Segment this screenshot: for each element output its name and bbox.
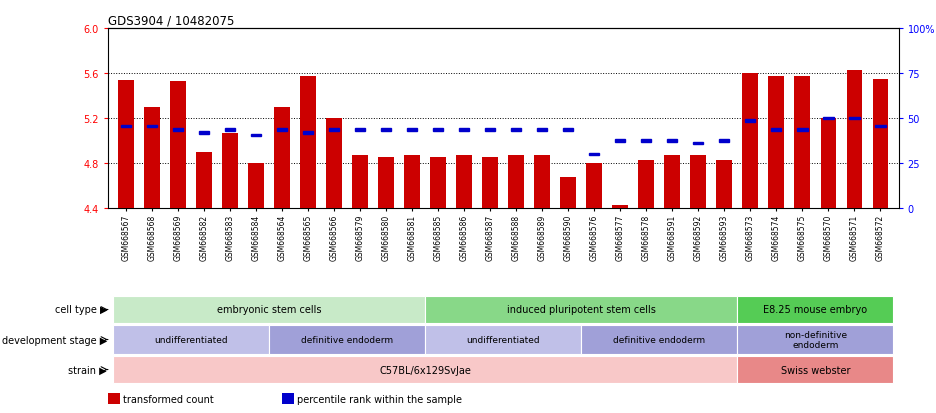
Bar <box>537 129 548 131</box>
Bar <box>326 119 342 209</box>
Bar <box>425 325 581 354</box>
Text: E8.25 mouse embryo: E8.25 mouse embryo <box>763 305 868 315</box>
Bar <box>745 120 755 122</box>
Bar <box>113 297 425 323</box>
Text: development stage ▶: development stage ▶ <box>2 335 107 345</box>
Bar <box>459 129 469 131</box>
Bar <box>300 77 315 209</box>
Bar <box>378 158 394 209</box>
Bar <box>302 132 314 135</box>
Bar <box>352 156 368 209</box>
Bar <box>563 129 574 131</box>
Bar <box>329 129 339 131</box>
Bar <box>589 154 599 156</box>
Bar <box>561 177 576 209</box>
Bar <box>482 158 498 209</box>
Bar <box>797 129 808 131</box>
Bar <box>113 356 738 383</box>
Bar <box>581 325 738 354</box>
Text: definitive endoderm: definitive endoderm <box>613 335 705 344</box>
Bar <box>823 118 834 120</box>
Text: C57BL/6x129SvJae: C57BL/6x129SvJae <box>379 365 471 375</box>
Bar <box>738 297 893 323</box>
Bar <box>795 77 810 209</box>
Bar <box>534 156 550 209</box>
Text: definitive endoderm: definitive endoderm <box>301 335 393 344</box>
Text: cell type ▶: cell type ▶ <box>54 305 107 315</box>
Bar <box>716 160 732 209</box>
Text: induced pluripotent stem cells: induced pluripotent stem cells <box>506 305 655 315</box>
Bar <box>172 129 183 131</box>
Bar <box>846 71 862 209</box>
Bar <box>277 129 287 131</box>
Bar <box>719 140 729 142</box>
Bar <box>147 126 157 128</box>
Text: embryonic stem cells: embryonic stem cells <box>217 305 321 315</box>
Bar <box>432 129 444 131</box>
Bar <box>615 140 625 142</box>
Bar <box>691 156 706 209</box>
Bar <box>875 126 885 128</box>
Bar <box>144 107 160 209</box>
Bar <box>586 164 602 209</box>
Bar <box>849 118 859 120</box>
Bar <box>108 393 120 404</box>
Bar <box>738 325 893 354</box>
Bar <box>738 356 893 383</box>
Bar <box>248 164 264 209</box>
Bar <box>768 77 784 209</box>
Text: undifferentiated: undifferentiated <box>154 335 227 344</box>
Bar <box>118 81 134 209</box>
Text: GDS3904 / 10482075: GDS3904 / 10482075 <box>108 15 234 28</box>
Bar <box>404 156 420 209</box>
Bar <box>121 126 131 128</box>
Text: strain ▶: strain ▶ <box>68 365 107 375</box>
Bar <box>269 325 425 354</box>
Bar <box>665 156 680 209</box>
Bar <box>381 129 391 131</box>
Bar <box>612 205 628 209</box>
Bar <box>170 82 185 209</box>
Text: non-definitive
endoderm: non-definitive endoderm <box>783 330 847 349</box>
Bar <box>456 156 472 209</box>
Bar <box>251 134 261 137</box>
Text: undifferentiated: undifferentiated <box>466 335 540 344</box>
Bar <box>222 133 238 209</box>
Bar <box>197 152 212 209</box>
Bar <box>225 129 235 131</box>
Bar <box>638 160 654 209</box>
Bar <box>771 129 782 131</box>
Bar <box>742 74 758 209</box>
Bar <box>425 297 738 323</box>
Bar <box>274 107 290 209</box>
Bar <box>198 132 209 135</box>
Bar <box>641 140 651 142</box>
Text: transformed count: transformed count <box>124 394 214 404</box>
Bar <box>113 325 269 354</box>
Bar <box>508 156 524 209</box>
Bar <box>355 129 365 131</box>
Bar <box>511 129 521 131</box>
Bar <box>821 119 836 209</box>
Bar <box>693 142 704 145</box>
Bar <box>667 140 678 142</box>
Bar <box>431 158 446 209</box>
Bar <box>872 79 888 209</box>
Bar <box>407 129 417 131</box>
Text: Swiss webster: Swiss webster <box>781 365 850 375</box>
Bar <box>282 393 294 404</box>
Bar <box>485 129 495 131</box>
Text: percentile rank within the sample: percentile rank within the sample <box>298 394 462 404</box>
